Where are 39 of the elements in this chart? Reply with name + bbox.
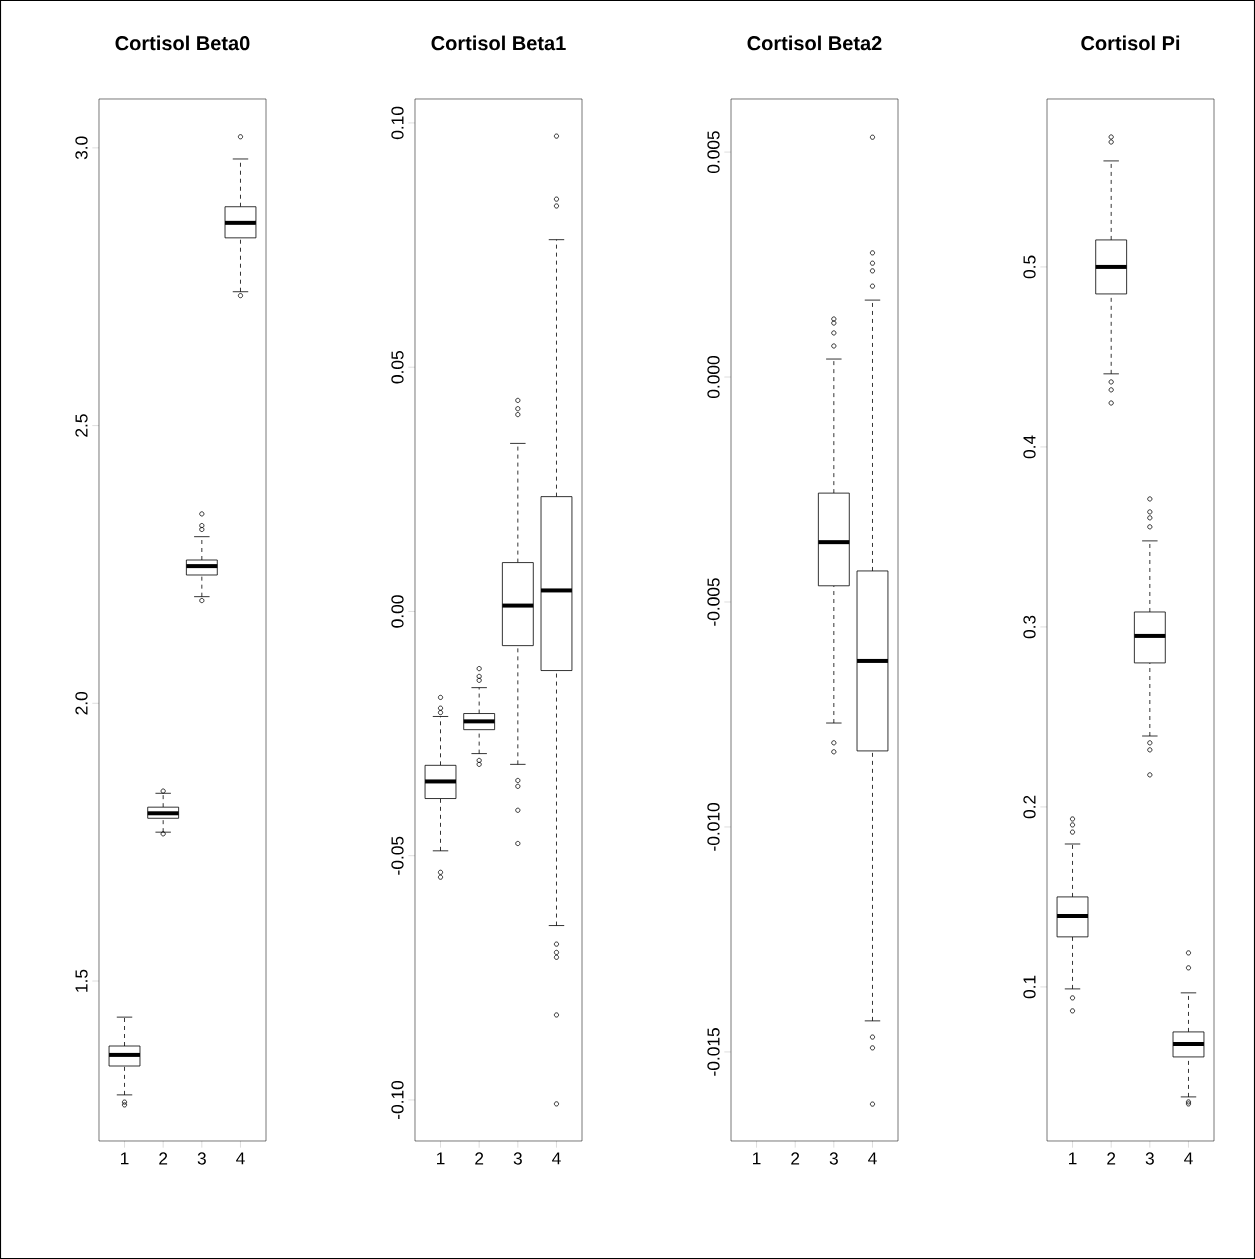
x-tick-label: 2 — [791, 1152, 800, 1165]
y-tick-label: -0.010 — [707, 803, 720, 851]
y-tick-label: 1.5 — [75, 969, 88, 992]
y-tick-label: -0.015 — [707, 1028, 720, 1076]
x-tick-label: 3 — [829, 1152, 838, 1165]
x-tick-label: 2 — [475, 1152, 484, 1165]
y-tick-label: 0.5 — [1023, 255, 1036, 279]
y-tick-label: -0.05 — [391, 836, 404, 875]
y-tick-label: 0.3 — [1023, 615, 1036, 639]
x-tick-label: 3 — [197, 1152, 206, 1165]
y-tick-label: 0.1 — [1023, 975, 1036, 999]
x-tick-label: 4 — [1184, 1152, 1193, 1165]
x-tick-label: 1 — [753, 1152, 761, 1165]
chart-title: Cortisol Beta2 — [747, 35, 882, 51]
chart-title: Cortisol Beta0 — [115, 35, 250, 51]
x-tick-label: 3 — [1145, 1152, 1154, 1165]
x-tick-label: 1 — [437, 1152, 445, 1165]
y-tick-label: 0.005 — [707, 131, 720, 174]
chart-title: Cortisol Pi — [1081, 35, 1180, 51]
y-tick-label: 0.05 — [391, 351, 404, 384]
x-tick-label: 4 — [552, 1152, 561, 1165]
y-tick-label: 0.4 — [1023, 435, 1036, 459]
x-tick-label: 1 — [121, 1152, 129, 1165]
x-tick-label: 2 — [1107, 1152, 1116, 1165]
y-tick-label: 0.000 — [707, 356, 720, 399]
y-tick-label: 0.2 — [1023, 795, 1036, 819]
x-tick-label: 1 — [1069, 1152, 1077, 1165]
x-tick-label: 3 — [513, 1152, 522, 1165]
y-tick-label: 0.00 — [391, 595, 404, 628]
x-tick-label: 2 — [159, 1152, 168, 1165]
chart-title: Cortisol Beta1 — [431, 35, 566, 51]
x-tick-label: 4 — [868, 1152, 877, 1165]
y-tick-label: 3.0 — [75, 136, 88, 160]
x-tick-label: 4 — [236, 1152, 245, 1165]
y-tick-label: 2.0 — [75, 691, 88, 715]
y-tick-label: -0.10 — [391, 1080, 404, 1119]
y-tick-label: 0.10 — [391, 106, 404, 140]
y-tick-label: -0.005 — [707, 578, 720, 626]
y-tick-label: 2.5 — [75, 414, 88, 437]
